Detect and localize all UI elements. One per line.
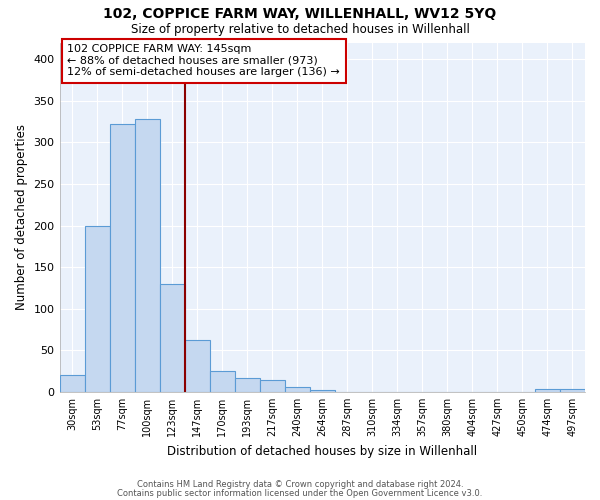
- Bar: [560, 390, 585, 392]
- Bar: [209, 371, 235, 392]
- Bar: [134, 119, 160, 392]
- Bar: [235, 378, 260, 392]
- Text: Contains HM Land Registry data © Crown copyright and database right 2024.: Contains HM Land Registry data © Crown c…: [137, 480, 463, 489]
- Bar: [260, 380, 285, 392]
- Bar: [85, 226, 110, 392]
- Text: Contains public sector information licensed under the Open Government Licence v3: Contains public sector information licen…: [118, 488, 482, 498]
- Bar: [59, 376, 85, 392]
- Bar: [160, 284, 185, 392]
- Y-axis label: Number of detached properties: Number of detached properties: [15, 124, 28, 310]
- Bar: [310, 390, 335, 392]
- Bar: [110, 124, 134, 392]
- Text: Size of property relative to detached houses in Willenhall: Size of property relative to detached ho…: [131, 22, 469, 36]
- Text: 102, COPPICE FARM WAY, WILLENHALL, WV12 5YQ: 102, COPPICE FARM WAY, WILLENHALL, WV12 …: [103, 8, 497, 22]
- X-axis label: Distribution of detached houses by size in Willenhall: Distribution of detached houses by size …: [167, 444, 478, 458]
- Bar: [285, 387, 310, 392]
- Bar: [185, 340, 209, 392]
- Bar: [535, 390, 560, 392]
- Text: 102 COPPICE FARM WAY: 145sqm
← 88% of detached houses are smaller (973)
12% of s: 102 COPPICE FARM WAY: 145sqm ← 88% of de…: [67, 44, 340, 78]
